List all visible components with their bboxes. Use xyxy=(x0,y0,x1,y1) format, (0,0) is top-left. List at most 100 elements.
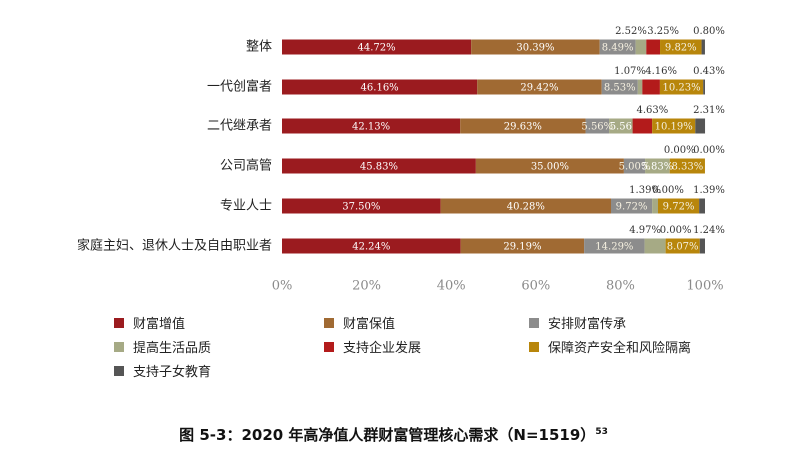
x-tick-label: 40% xyxy=(437,279,466,294)
bar-segment-3 xyxy=(623,158,646,174)
bar-segment-6 xyxy=(665,238,700,254)
legend-item: 财富保值 xyxy=(324,313,395,332)
data-label: 4.16% xyxy=(645,66,677,77)
data-label: 1.39% xyxy=(693,185,725,196)
bar-segment-6 xyxy=(659,79,704,95)
bar-segment-3 xyxy=(585,118,610,134)
bar-segment-7 xyxy=(703,79,705,95)
legend-swatch xyxy=(114,317,124,328)
data-label: 9.72% xyxy=(616,202,648,213)
bar-segment-6 xyxy=(669,158,705,174)
legend-item: 提高生活品质 xyxy=(114,337,211,356)
data-label: 3.25% xyxy=(647,26,679,37)
bar-segment-2 xyxy=(477,79,602,95)
bar-segment-4 xyxy=(644,238,666,254)
bar-segment-1 xyxy=(282,39,472,55)
data-label: 0.00% xyxy=(660,225,692,236)
category-label: 专业人士 xyxy=(220,199,272,214)
bar-segment-1 xyxy=(282,238,461,254)
x-tick-label: 0% xyxy=(272,279,293,294)
data-label: 1.24% xyxy=(693,225,725,236)
data-label: 0.00% xyxy=(664,145,696,156)
legend-label: 财富保值 xyxy=(343,317,396,332)
bar-segment-7 xyxy=(701,39,705,55)
bar-segment-3 xyxy=(584,238,645,254)
data-label: 4.63% xyxy=(636,105,668,116)
legend-label: 提高生活品质 xyxy=(133,341,212,356)
bar-segment-2 xyxy=(440,198,612,214)
data-label: 8.33% xyxy=(671,162,703,173)
bar-segment-3 xyxy=(601,79,638,95)
bar-segment-1 xyxy=(282,158,476,174)
bar-segment-2 xyxy=(475,158,624,174)
data-label: 42.24% xyxy=(352,242,390,253)
data-label: 8.53% xyxy=(604,83,636,94)
data-label: 42.13% xyxy=(352,122,390,133)
legend-item: 保障资产安全和风险隔离 xyxy=(529,337,691,356)
bar-segment-2 xyxy=(460,118,586,134)
legend-swatch xyxy=(324,317,334,328)
data-label: 10.19% xyxy=(655,122,693,133)
legend-label: 安排财富传承 xyxy=(548,317,627,332)
bar-segment-7 xyxy=(695,118,706,134)
data-label: 8.07% xyxy=(667,242,699,253)
category-label: 公司高管 xyxy=(220,158,272,174)
data-label: 4.97% xyxy=(629,225,661,236)
legend-swatch xyxy=(324,341,334,352)
legend-item: 支持子女教育 xyxy=(114,361,211,380)
data-label: 0.43% xyxy=(693,66,725,77)
data-label: 9.82% xyxy=(665,43,697,54)
caption-text: 图 5-3：2020 年高净值人群财富管理核心需求（N=1519） xyxy=(179,426,596,444)
legend-item: 财富增值 xyxy=(114,313,185,332)
category-label: 家庭主妇、退休人士及自由职业者 xyxy=(77,238,272,254)
data-label: 0.00% xyxy=(693,145,725,156)
x-tick-label: 20% xyxy=(352,279,381,294)
x-tick-label: 60% xyxy=(521,279,550,294)
data-label: 44.72% xyxy=(358,43,396,54)
data-label: 29.19% xyxy=(503,242,541,253)
data-label: 5.00% xyxy=(619,162,651,173)
bar-segment-3 xyxy=(611,198,653,214)
data-label: 45.83% xyxy=(360,162,398,173)
data-label: 2.52% xyxy=(615,26,647,37)
bar-segment-7 xyxy=(699,198,705,214)
figure-caption: 图 5-3：2020 年高净值人群财富管理核心需求（N=1519）53 xyxy=(0,424,787,445)
data-label: 35.00% xyxy=(531,162,569,173)
data-label: 0.80% xyxy=(693,26,725,37)
category-label: 整体 xyxy=(246,40,272,55)
legend-item: 支持企业发展 xyxy=(324,337,421,356)
bar-segment-4 xyxy=(609,118,633,134)
data-label: 5.83% xyxy=(642,162,674,173)
legend-label: 支持子女教育 xyxy=(133,365,212,380)
bar-segment-5 xyxy=(642,79,660,95)
bar-segment-6 xyxy=(658,198,700,214)
category-label: 二代继承者 xyxy=(207,119,272,134)
bar-segment-5 xyxy=(646,39,661,55)
legend-swatch xyxy=(114,341,124,352)
bar-segment-4 xyxy=(637,79,643,95)
stacked-bar-chart: 整体 44.72% 30.39% 8.49% 9.82% 2.52% 3.25% 0.80% 一… xyxy=(77,26,725,294)
data-label: 1.07% xyxy=(614,66,646,77)
data-label: 46.16% xyxy=(361,83,399,94)
data-label: 29.63% xyxy=(504,122,542,133)
bar-segment-6 xyxy=(652,118,696,134)
data-label: 0.00% xyxy=(652,185,684,196)
bar-segment-6 xyxy=(660,39,702,55)
bar-segment-7 xyxy=(699,238,705,254)
data-label: 2.31% xyxy=(693,105,725,116)
bar-segment-4 xyxy=(635,39,647,55)
legend-label: 保障资产安全和风险隔离 xyxy=(548,341,692,356)
data-label: 29.42% xyxy=(520,83,558,94)
data-label: 30.39% xyxy=(516,43,554,54)
bar-segment-2 xyxy=(460,238,585,254)
x-tick-label: 100% xyxy=(686,279,723,294)
bar-segment-1 xyxy=(282,198,441,214)
legend-swatch xyxy=(529,317,539,328)
bar-segment-1 xyxy=(282,118,461,134)
bar-segment-1 xyxy=(282,79,478,95)
data-label: 8.49% xyxy=(602,43,634,54)
data-label: 5.56% xyxy=(581,122,613,133)
bar-segment-4 xyxy=(652,198,659,214)
x-tick-label: 80% xyxy=(606,279,635,294)
legend-swatch xyxy=(529,341,539,352)
